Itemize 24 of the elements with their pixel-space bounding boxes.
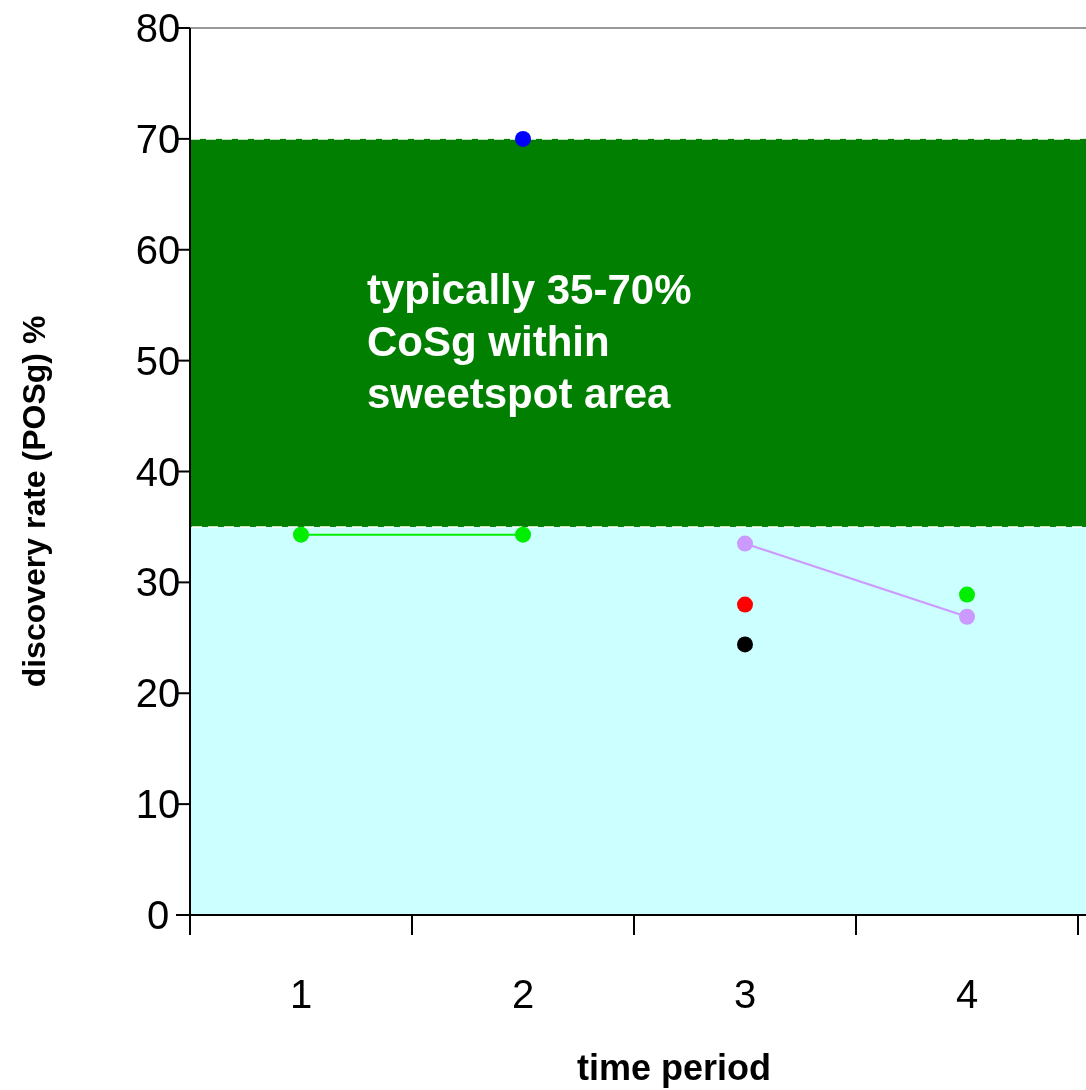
y-tick-label: 40 xyxy=(135,449,181,494)
x-axis-title: time period xyxy=(576,1047,772,1088)
y-tick-label: 0 xyxy=(146,893,170,937)
point xyxy=(515,130,531,147)
point xyxy=(737,636,753,653)
y-tick-label: 70 xyxy=(135,116,181,161)
y-tick-label: 60 xyxy=(135,227,181,272)
point xyxy=(737,596,753,613)
x-tick-label: 2 xyxy=(511,972,535,1016)
point xyxy=(293,526,309,543)
x-tick-label: 4 xyxy=(955,972,979,1016)
y-tick-label: 10 xyxy=(135,782,181,827)
y-axis-title: discovery rate (POSg) % xyxy=(16,315,52,688)
x-tick-label: 1 xyxy=(289,972,313,1016)
y-tick-label: 20 xyxy=(135,671,181,716)
y-tick-label: 80 xyxy=(135,6,181,50)
point xyxy=(515,526,531,543)
point xyxy=(959,608,975,625)
y-tick-label: 50 xyxy=(135,338,181,383)
point xyxy=(737,535,753,552)
x-tick-label: 3 xyxy=(733,972,757,1016)
y-tick-label: 30 xyxy=(135,560,181,605)
point xyxy=(959,586,975,603)
band-label: typically 35-70% CoSg within sweetspot area xyxy=(367,265,692,417)
